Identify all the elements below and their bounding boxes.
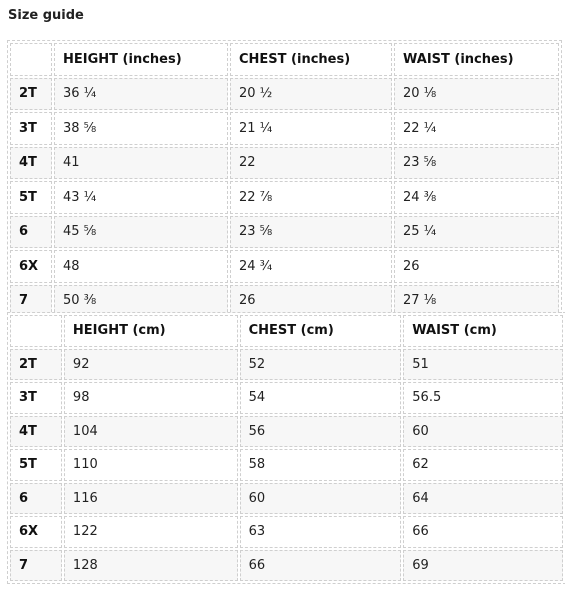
- column-header: CHEST (cm): [239, 315, 402, 347]
- table-row: 5T 110 58 62: [10, 449, 563, 481]
- table-row: 7 50 ⅜ 26 27 ⅛: [10, 284, 559, 317]
- measurement-cell: 62: [403, 449, 563, 481]
- measurement-cell: 69: [403, 549, 563, 581]
- size-label: 6X: [10, 516, 62, 548]
- size-label: 5T: [10, 181, 52, 214]
- measurement-cell: 122: [63, 516, 238, 548]
- measurement-cell: 21 ¼: [230, 112, 392, 145]
- table-row: 6X 122 63 66: [10, 516, 563, 548]
- size-label: 7: [10, 284, 52, 317]
- measurement-cell: 104: [63, 415, 238, 447]
- size-label: 3T: [10, 382, 62, 414]
- size-label: 5T: [10, 449, 62, 481]
- table-row: 6 45 ⅝ 23 ⅝ 25 ¼: [10, 215, 559, 248]
- measurement-cell: 20 ⅛: [394, 77, 559, 110]
- column-header: WAIST (inches): [394, 43, 559, 76]
- size-label: 4T: [10, 146, 52, 179]
- measurement-cell: 23 ⅝: [230, 215, 392, 248]
- column-header: CHEST (inches): [230, 43, 392, 76]
- header-row: HEIGHT (inches) CHEST (inches) WAIST (inch…: [10, 43, 559, 76]
- measurement-cell: 64: [403, 482, 563, 514]
- size-table-cm: HEIGHT (cm) CHEST (cm) WAIST (cm) 2T 92 52 51 3…: [7, 312, 565, 584]
- measurement-cell: 45 ⅝: [54, 215, 228, 248]
- measurement-cell: 48: [54, 250, 228, 283]
- measurement-cell: 36 ¼: [54, 77, 228, 110]
- measurement-cell: 56: [239, 415, 402, 447]
- measurement-cell: 41: [54, 146, 228, 179]
- measurement-cell: 43 ¼: [54, 181, 228, 214]
- measurement-cell: 110: [63, 449, 238, 481]
- measurement-cell: 98: [63, 382, 238, 414]
- table-row: 2T 36 ¼ 20 ½ 20 ⅛: [10, 77, 559, 110]
- measurement-cell: 22 ¼: [394, 112, 559, 145]
- measurement-cell: 26: [230, 284, 392, 317]
- measurement-cell: 116: [63, 482, 238, 514]
- measurement-cell: 38 ⅝: [54, 112, 228, 145]
- table-row: 5T 43 ¼ 22 ⅞ 24 ⅜: [10, 181, 559, 214]
- header-row: HEIGHT (cm) CHEST (cm) WAIST (cm): [10, 315, 563, 347]
- measurement-cell: 56.5: [403, 382, 563, 414]
- measurement-cell: 23 ⅝: [394, 146, 559, 179]
- table-row: 6X 48 24 ¾ 26: [10, 250, 559, 283]
- measurement-cell: 54: [239, 382, 402, 414]
- size-label: 2T: [10, 77, 52, 110]
- size-label: 6X: [10, 250, 52, 283]
- column-header: HEIGHT (inches): [54, 43, 228, 76]
- corner-cell: [10, 315, 62, 347]
- size-label: 4T: [10, 415, 62, 447]
- measurement-cell: 24 ⅜: [394, 181, 559, 214]
- corner-cell: [10, 43, 52, 76]
- table-row: 6 116 60 64: [10, 482, 563, 514]
- table-row: 4T 104 56 60: [10, 415, 563, 447]
- measurement-cell: 128: [63, 549, 238, 581]
- measurement-cell: 92: [63, 348, 238, 380]
- measurement-cell: 24 ¾: [230, 250, 392, 283]
- measurement-cell: 66: [403, 516, 563, 548]
- measurement-cell: 60: [239, 482, 402, 514]
- measurement-cell: 63: [239, 516, 402, 548]
- table-row: 2T 92 52 51: [10, 348, 563, 380]
- page-title: Size guide: [8, 8, 84, 23]
- table-row: 3T 38 ⅝ 21 ¼ 22 ¼: [10, 112, 559, 145]
- size-label: 6: [10, 215, 52, 248]
- size-table-inches: HEIGHT (inches) CHEST (inches) WAIST (inch…: [7, 40, 562, 320]
- measurement-cell: 66: [239, 549, 402, 581]
- measurement-cell: 51: [403, 348, 563, 380]
- measurement-cell: 22: [230, 146, 392, 179]
- measurement-cell: 22 ⅞: [230, 181, 392, 214]
- measurement-cell: 58: [239, 449, 402, 481]
- column-header: HEIGHT (cm): [63, 315, 238, 347]
- measurement-cell: 20 ½: [230, 77, 392, 110]
- table-row: 7 128 66 69: [10, 549, 563, 581]
- size-label: 2T: [10, 348, 62, 380]
- measurement-cell: 26: [394, 250, 559, 283]
- size-label: 3T: [10, 112, 52, 145]
- column-header: WAIST (cm): [403, 315, 563, 347]
- size-label: 7: [10, 549, 62, 581]
- measurement-cell: 27 ⅛: [394, 284, 559, 317]
- table-row: 4T 41 22 23 ⅝: [10, 146, 559, 179]
- size-label: 6: [10, 482, 62, 514]
- table-row: 3T 98 54 56.5: [10, 382, 563, 414]
- measurement-cell: 60: [403, 415, 563, 447]
- measurement-cell: 52: [239, 348, 402, 380]
- measurement-cell: 25 ¼: [394, 215, 559, 248]
